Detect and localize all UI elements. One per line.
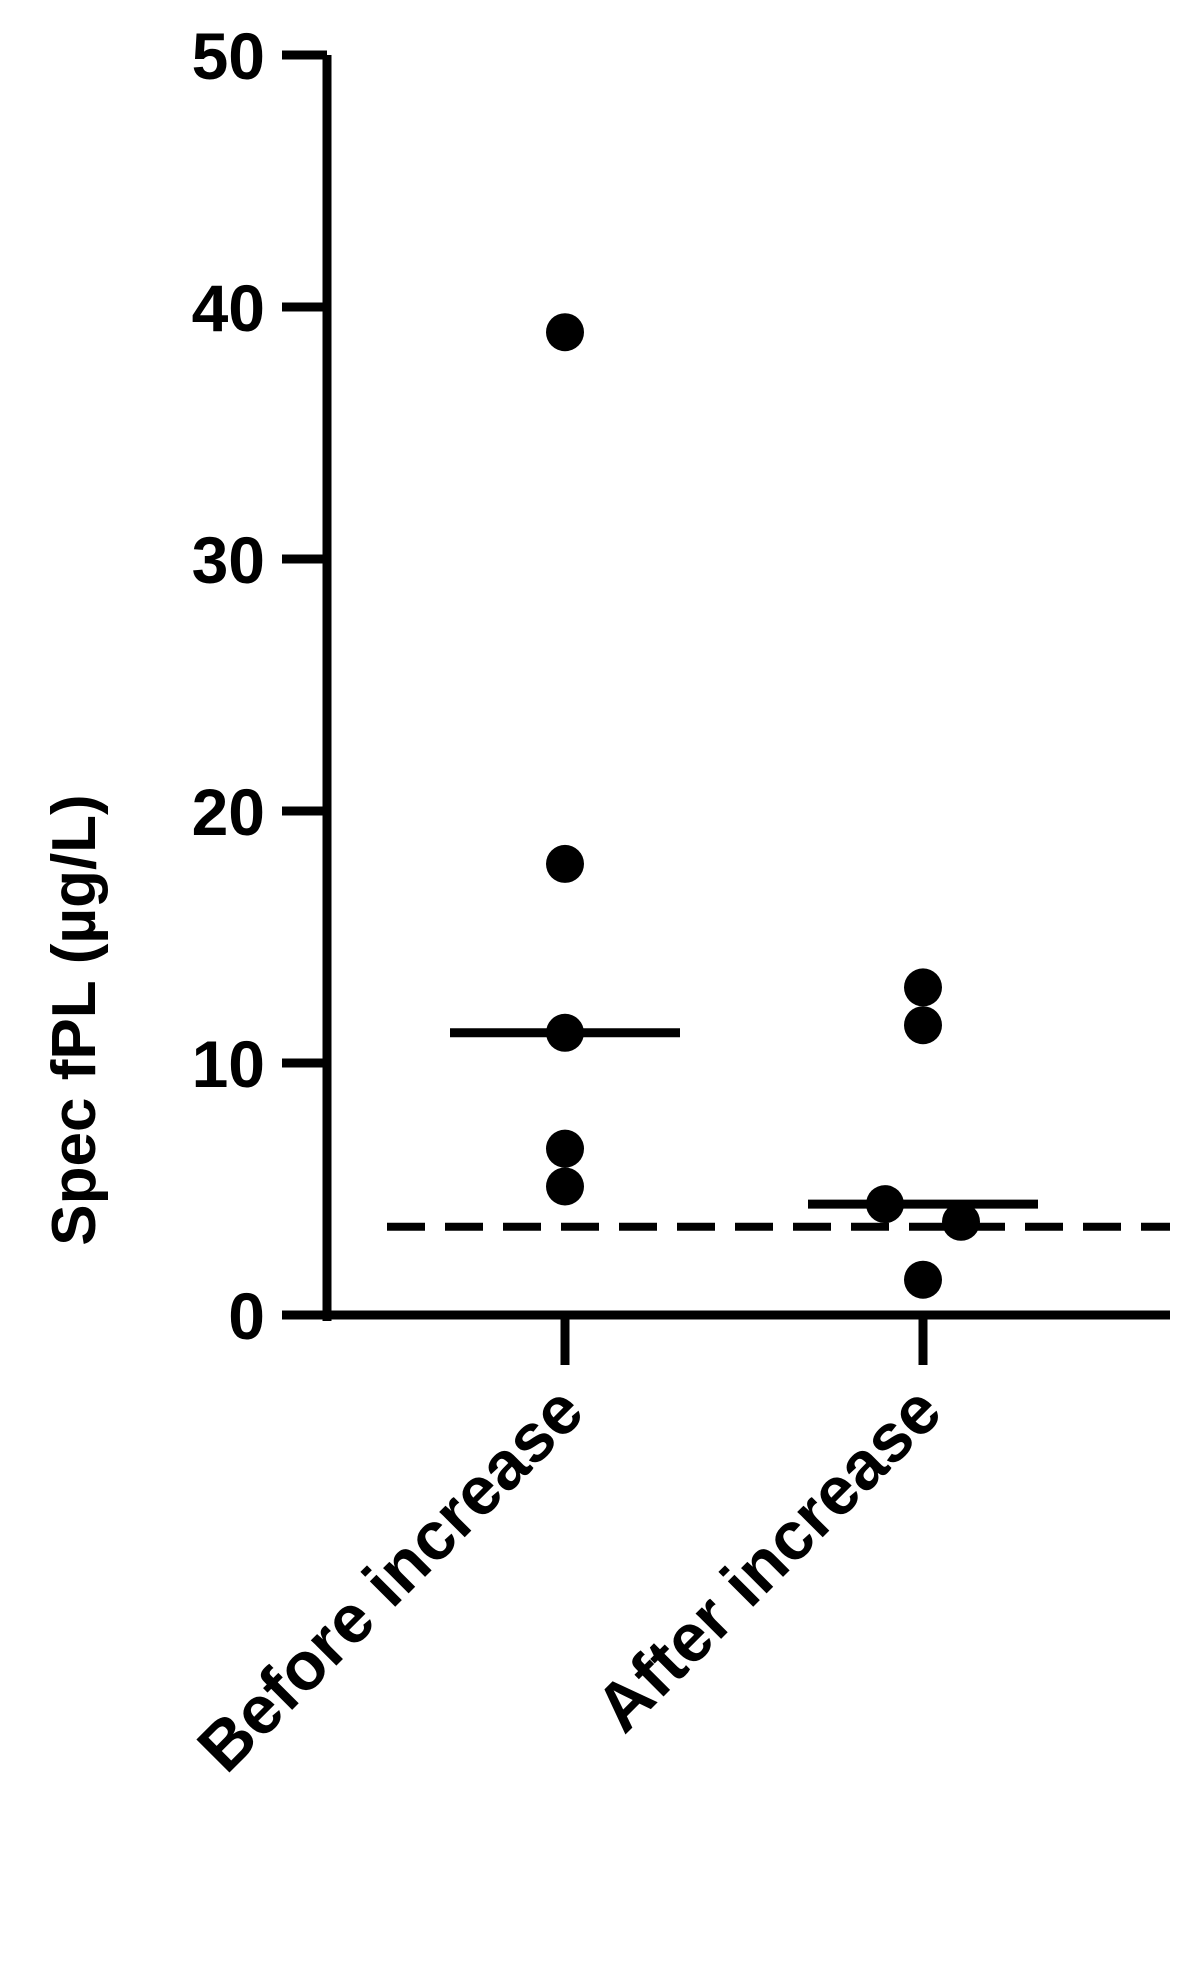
data-point <box>904 968 942 1007</box>
y-axis-title: Spec fPL (µg/L) <box>40 794 109 1245</box>
data-point <box>546 1013 584 1052</box>
data-point <box>904 1260 942 1299</box>
medians-layer <box>450 1028 1038 1209</box>
data-point <box>904 1006 942 1045</box>
data-point <box>546 1129 584 1168</box>
axes-layer <box>322 55 1170 1321</box>
y-tick-label: 0 <box>228 1279 265 1353</box>
data-point <box>546 313 584 352</box>
x-tick-label: Before increase <box>183 1372 598 1787</box>
data-point <box>866 1185 904 1224</box>
y-ticks-layer: 0 10 20 30 40 50 <box>192 19 327 1353</box>
data-point <box>942 1202 980 1241</box>
y-tick-label: 10 <box>192 1027 265 1101</box>
y-tick-label: 30 <box>192 523 265 597</box>
data-point <box>546 1167 584 1206</box>
y-tick-label: 20 <box>192 775 265 849</box>
data-point <box>546 844 584 883</box>
y-tick-label: 50 <box>192 19 265 93</box>
x-tick-label: After increase <box>581 1372 955 1746</box>
points-layer <box>546 313 980 1299</box>
y-tick-label: 40 <box>192 271 265 345</box>
